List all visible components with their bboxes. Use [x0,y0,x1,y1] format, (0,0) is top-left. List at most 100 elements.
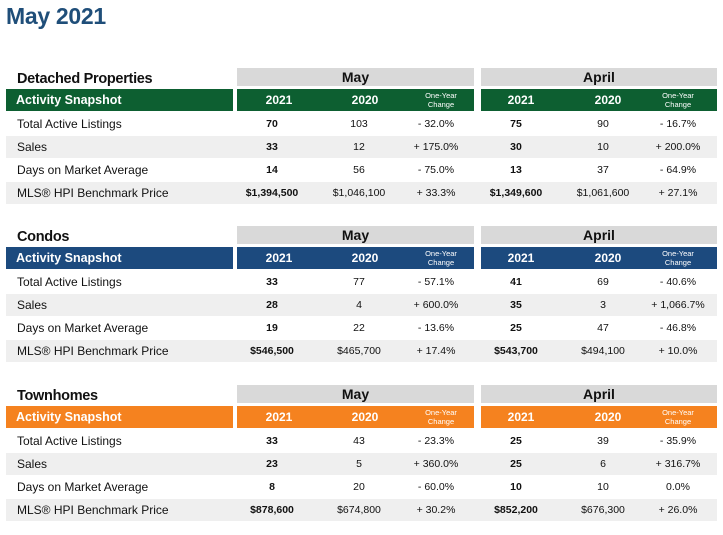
cell-may-change: - 60.0% [417,481,455,493]
col-2020: 2020 [351,410,379,424]
cell-may-2021: 23 [266,458,278,470]
cell-apr-change: - 40.6% [659,276,697,288]
cell-may-change: + 175.0% [413,141,459,153]
cell-apr-2021: 25 [510,435,522,447]
change-label-line2: Change [664,100,692,109]
snapshot-label: Activity Snapshot [16,251,122,265]
cell-may-2020: 22 [353,322,365,334]
cell-may-change: + 33.3% [416,187,456,199]
col-2021: 2021 [507,93,535,107]
change-label-line2: Change [427,417,455,426]
cell-may-2021: 8 [269,481,275,493]
cell-apr-2020: 3 [600,299,606,311]
table-row: MLS® HPI Benchmark Price $546,500 $465,700… [6,340,717,362]
row-label: MLS® HPI Benchmark Price [17,344,169,358]
col-one-year-change: One-Year Change [407,408,475,428]
cell-apr-2020: 47 [597,322,609,334]
cell-may-2020: $674,800 [337,504,381,516]
col-one-year-change: One-Year Change [644,408,712,428]
cell-may-2020: 20 [353,481,365,493]
cell-apr-change: + 10.0% [658,345,698,357]
row-label: Total Active Listings [17,434,122,448]
cell-may-2021: $546,500 [250,345,294,357]
cell-apr-2021: 13 [510,164,522,176]
table-row: Total Active Listings 33 43 - 23.3% 25 39 - 35… [6,430,717,452]
col-2021: 2021 [507,251,535,265]
cell-may-2020: 43 [353,435,365,447]
snapshot-header-bar: Activity Snapshot [6,406,233,428]
cell-may-2020: 5 [356,458,362,470]
cell-apr-2020: 37 [597,164,609,176]
cell-apr-2020: 39 [597,435,609,447]
cell-apr-change: + 27.1% [658,187,698,199]
cell-may-change: + 600.0% [413,299,459,311]
cell-may-2021: 14 [266,164,278,176]
table-row: MLS® HPI Benchmark Price $878,600 $674,800… [6,499,717,521]
row-label: Days on Market Average [17,480,149,494]
cell-may-2020: $1,046,100 [332,187,386,199]
cell-may-2021: $878,600 [250,504,294,516]
snapshot-header-bar: Activity Snapshot [6,89,233,111]
cell-may-2020: 12 [353,141,365,153]
table-row: Days on Market Average 19 22 - 13.6% 25 47 - 4… [6,317,717,339]
row-label: MLS® HPI Benchmark Price [17,186,169,200]
cell-apr-2021: 41 [510,276,522,288]
cell-apr-change: - 46.8% [659,322,697,334]
table-row: Days on Market Average 14 56 - 75.0% 13 37 - 6… [6,159,717,181]
table-row: MLS® HPI Benchmark Price $1,394,500 $1,046… [6,182,717,204]
cell-apr-2021: $1,349,600 [489,187,543,199]
col-2021: 2021 [265,251,293,265]
cell-apr-2021: 75 [510,118,522,130]
snapshot-header-bar: Activity Snapshot [6,247,233,269]
table-row: Total Active Listings 70 103 - 32.0% 75 90 - 1… [6,113,717,135]
table-row: Sales 28 4 + 600.0% 35 3 + 1,066.7% [6,294,717,316]
cell-may-2021: 19 [266,322,278,334]
cell-apr-change: + 1,066.7% [651,299,705,311]
change-label-line1: One-Year [662,91,694,100]
row-label: Sales [17,298,48,312]
cell-apr-change: - 16.7% [659,118,697,130]
cell-apr-2021: 25 [510,322,522,334]
change-label-line2: Change [664,417,692,426]
snapshot-label: Activity Snapshot [16,93,122,107]
row-label: MLS® HPI Benchmark Price [17,503,169,517]
header-bar-april: 2021 2020 One-Year Change [481,247,717,269]
cell-may-change: - 32.0% [417,118,455,130]
header-bar-may: 2021 2020 One-Year Change [237,89,474,111]
cell-may-2020: 4 [356,299,362,311]
change-label-line1: One-Year [425,249,457,258]
cell-may-change: + 360.0% [413,458,459,470]
cell-may-change: - 23.3% [417,435,455,447]
page-title: May 2021 [6,3,106,29]
cell-may-change: + 30.2% [416,504,456,516]
change-label-line1: One-Year [425,408,457,417]
cell-apr-2020: 90 [597,118,609,130]
row-label: Days on Market Average [17,163,149,177]
change-label-line2: Change [664,258,692,267]
table-row: Days on Market Average 8 20 - 60.0% 10 10 0.0% [6,476,717,498]
section-townhomes: Townhomes May April Activity Snapshot 2021… [0,385,723,521]
cell-apr-change: + 200.0% [655,141,701,153]
cell-may-change: - 75.0% [417,164,455,176]
col-one-year-change: One-Year Change [407,91,475,111]
group-header-may: May [237,226,474,244]
row-label: Total Active Listings [17,275,122,289]
col-one-year-change: One-Year Change [644,91,712,111]
cell-may-2020: 56 [353,164,365,176]
col-2020: 2020 [594,93,622,107]
cell-may-2021: 33 [266,276,278,288]
row-label: Days on Market Average [17,321,149,335]
change-label-line1: One-Year [662,408,694,417]
cell-may-2021: $1,394,500 [245,187,299,199]
group-header-april: April [481,68,717,86]
cell-may-2020: $465,700 [337,345,381,357]
section-title: Detached Properties [17,71,153,87]
cell-apr-2020: $676,300 [581,504,625,516]
cell-apr-2021: 30 [510,141,522,153]
col-2020: 2020 [594,251,622,265]
table-row: Total Active Listings 33 77 - 57.1% 41 69 - 40… [6,271,717,293]
cell-apr-2020: 69 [597,276,609,288]
cell-apr-change: - 64.9% [659,164,697,176]
group-header-april: April [481,226,717,244]
col-2020: 2020 [594,410,622,424]
